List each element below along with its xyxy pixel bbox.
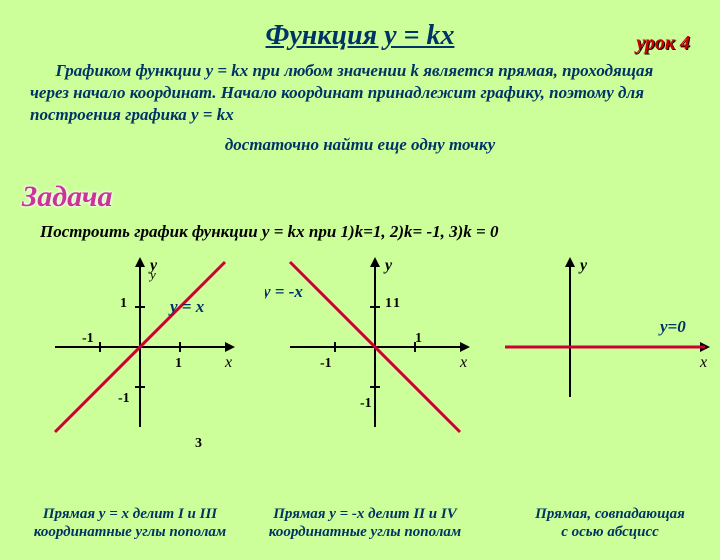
intro-span-1: Графиком функции y = kx при любом значен… [30,61,653,124]
task-label: Задача [22,180,113,214]
caption-1: Прямая y = x делит I и III координатные … [30,505,230,543]
svg-text:-1: -1 [320,356,332,371]
chart3-ylabel: y [578,257,588,274]
svg-text:1: 1 [175,356,182,371]
intro-text-2: достаточно найти еще одну точку [30,134,690,156]
svg-text:-1: -1 [118,391,130,406]
chart2-xlabel: x [459,354,467,371]
chart1-fn: y = x [168,297,205,316]
chart-1-svg: y y x y = x 1 1 -1 -1 3 [40,252,250,462]
lesson-tag: урок 4 [636,32,690,55]
svg-text:1: 1 [120,296,127,311]
chart-3-svg: y x y=0 [500,252,720,422]
chart-2-svg: y x y = -x 1 1 1 -1 -1 [265,252,485,452]
chart-1: y y x y = x 1 1 -1 -1 3 [40,252,240,452]
caption-2: Прямая y = -x делит II и IV координатные… [255,505,475,543]
chart2-ylabel: y [383,257,393,274]
svg-text:1: 1 [385,296,392,311]
chart3-fn: y=0 [658,317,686,336]
caption-3: Прямая, совпадающая с осью абсцисс [530,505,690,543]
svg-text:y: y [148,267,156,282]
svg-text:3: 3 [195,436,202,451]
svg-text:1: 1 [393,296,400,311]
svg-text:1: 1 [415,331,422,346]
chart2-fn: y = -x [265,282,303,301]
chart-2: y x y = -x 1 1 1 -1 -1 [265,252,475,452]
chart-3: y x y=0 [500,252,710,452]
intro-text-1: Графиком функции y = kx при любом значен… [30,60,690,126]
svg-text:-1: -1 [82,331,94,346]
chart3-xlabel: x [699,354,707,371]
page-title: Функция y = kx [0,20,720,52]
charts-row: y y x y = x 1 1 -1 -1 3 y x y = -x 1 1 [0,252,720,472]
svg-text:-1: -1 [360,396,372,411]
task-line: Построить график функции y = kx при 1)k=… [40,222,690,242]
chart1-xlabel: x [224,354,232,371]
